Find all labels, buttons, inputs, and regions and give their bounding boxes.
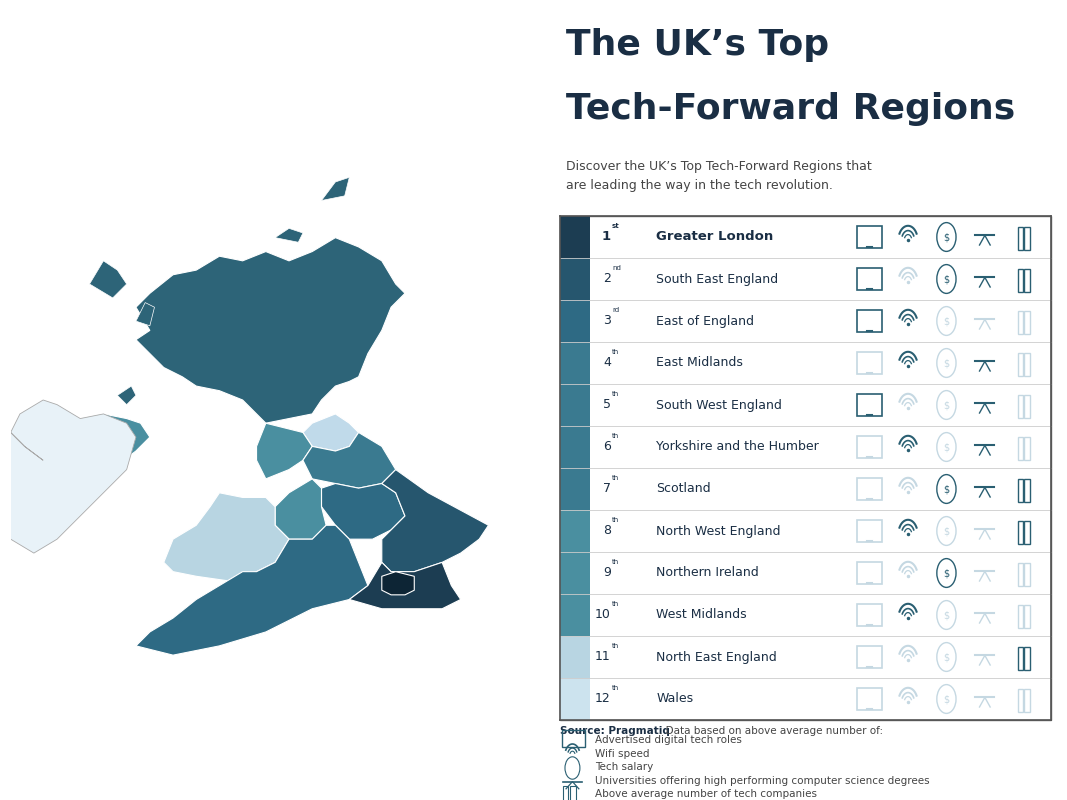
Polygon shape [90,261,127,298]
Text: 8: 8 [603,525,611,538]
Text: 3: 3 [603,314,611,327]
Text: Greater London: Greater London [656,230,774,243]
Polygon shape [275,228,303,242]
Text: $: $ [943,652,950,662]
Bar [560,384,589,426]
Text: 5: 5 [603,398,611,411]
Text: 4: 4 [603,357,611,370]
Text: 6: 6 [603,441,611,454]
Text: 2: 2 [603,273,611,286]
Bar [560,678,589,720]
Text: Source: Pragmatiq: Source: Pragmatiq [560,726,670,736]
Bar [560,636,589,678]
Text: $: $ [943,442,950,452]
Text: th: th [612,559,619,566]
Text: $: $ [943,484,950,494]
Bar [560,594,589,636]
Bar [560,216,1051,720]
Polygon shape [0,400,136,553]
Text: rd: rd [612,307,619,314]
Text: nd: nd [612,266,621,271]
Text: Advertised digital tech roles: Advertised digital tech roles [595,735,742,745]
Text: East of England: East of England [656,314,754,327]
Polygon shape [136,526,368,655]
Text: Scotland: Scotland [656,482,711,495]
Text: . Data based on above average number of:: . Data based on above average number of: [658,726,883,736]
Polygon shape [136,238,405,423]
Text: Wales: Wales [656,693,694,706]
Polygon shape [382,572,414,595]
Text: th: th [612,686,619,691]
Text: North East England: North East England [656,650,777,663]
Polygon shape [117,386,136,405]
Text: th: th [612,518,619,523]
Text: Tech-Forward Regions: Tech-Forward Regions [566,92,1015,126]
Bar [560,510,589,552]
Text: th: th [612,475,619,482]
Text: $: $ [943,610,950,620]
Polygon shape [256,423,313,479]
Text: 10: 10 [595,609,611,622]
Text: st: st [612,223,620,230]
Polygon shape [136,302,155,326]
Bar [560,552,589,594]
Text: 1: 1 [602,230,611,243]
Text: North West England: North West England [656,525,781,538]
Bar [560,216,589,258]
Text: th: th [612,391,619,398]
Bar [560,468,589,510]
Text: West Midlands: West Midlands [656,609,747,622]
Polygon shape [43,414,149,470]
Bar [560,300,589,342]
Text: South West England: South West England [656,398,782,411]
Text: $: $ [943,526,950,536]
Text: th: th [612,643,619,650]
Text: th: th [612,350,619,355]
Text: Tech salary: Tech salary [595,762,653,772]
Text: Wifi speed: Wifi speed [595,749,650,758]
Text: Northern Ireland: Northern Ireland [656,566,759,579]
Text: 11: 11 [595,650,611,663]
Text: $: $ [943,358,950,368]
Text: $: $ [943,316,950,326]
Text: $: $ [943,400,950,410]
Polygon shape [163,493,289,581]
Text: South East England: South East England [656,273,778,286]
Bar [560,342,589,384]
Text: $: $ [943,568,950,578]
Text: The UK’s Top: The UK’s Top [566,28,829,62]
Text: th: th [612,434,619,439]
Text: th: th [612,602,619,607]
Polygon shape [303,433,396,488]
Text: Universities offering high performing computer science degrees: Universities offering high performing co… [595,776,929,786]
Bar [560,426,589,468]
Polygon shape [321,483,405,539]
Text: $: $ [943,232,950,242]
Text: Above average number of tech companies: Above average number of tech companies [595,790,817,799]
Polygon shape [275,479,327,539]
Text: Yorkshire and the Humber: Yorkshire and the Humber [656,441,819,454]
Text: Discover the UK’s Top Tech-Forward Regions that
are leading the way in the tech : Discover the UK’s Top Tech-Forward Regio… [566,160,872,192]
Bar [560,258,589,300]
Text: $: $ [943,694,950,704]
Text: 12: 12 [595,693,611,706]
Text: $: $ [943,274,950,284]
Text: 9: 9 [603,566,611,579]
Polygon shape [303,414,359,451]
Polygon shape [349,562,461,609]
Polygon shape [321,178,349,201]
Text: 7: 7 [603,482,611,495]
Polygon shape [382,470,489,572]
Text: East Midlands: East Midlands [656,357,743,370]
